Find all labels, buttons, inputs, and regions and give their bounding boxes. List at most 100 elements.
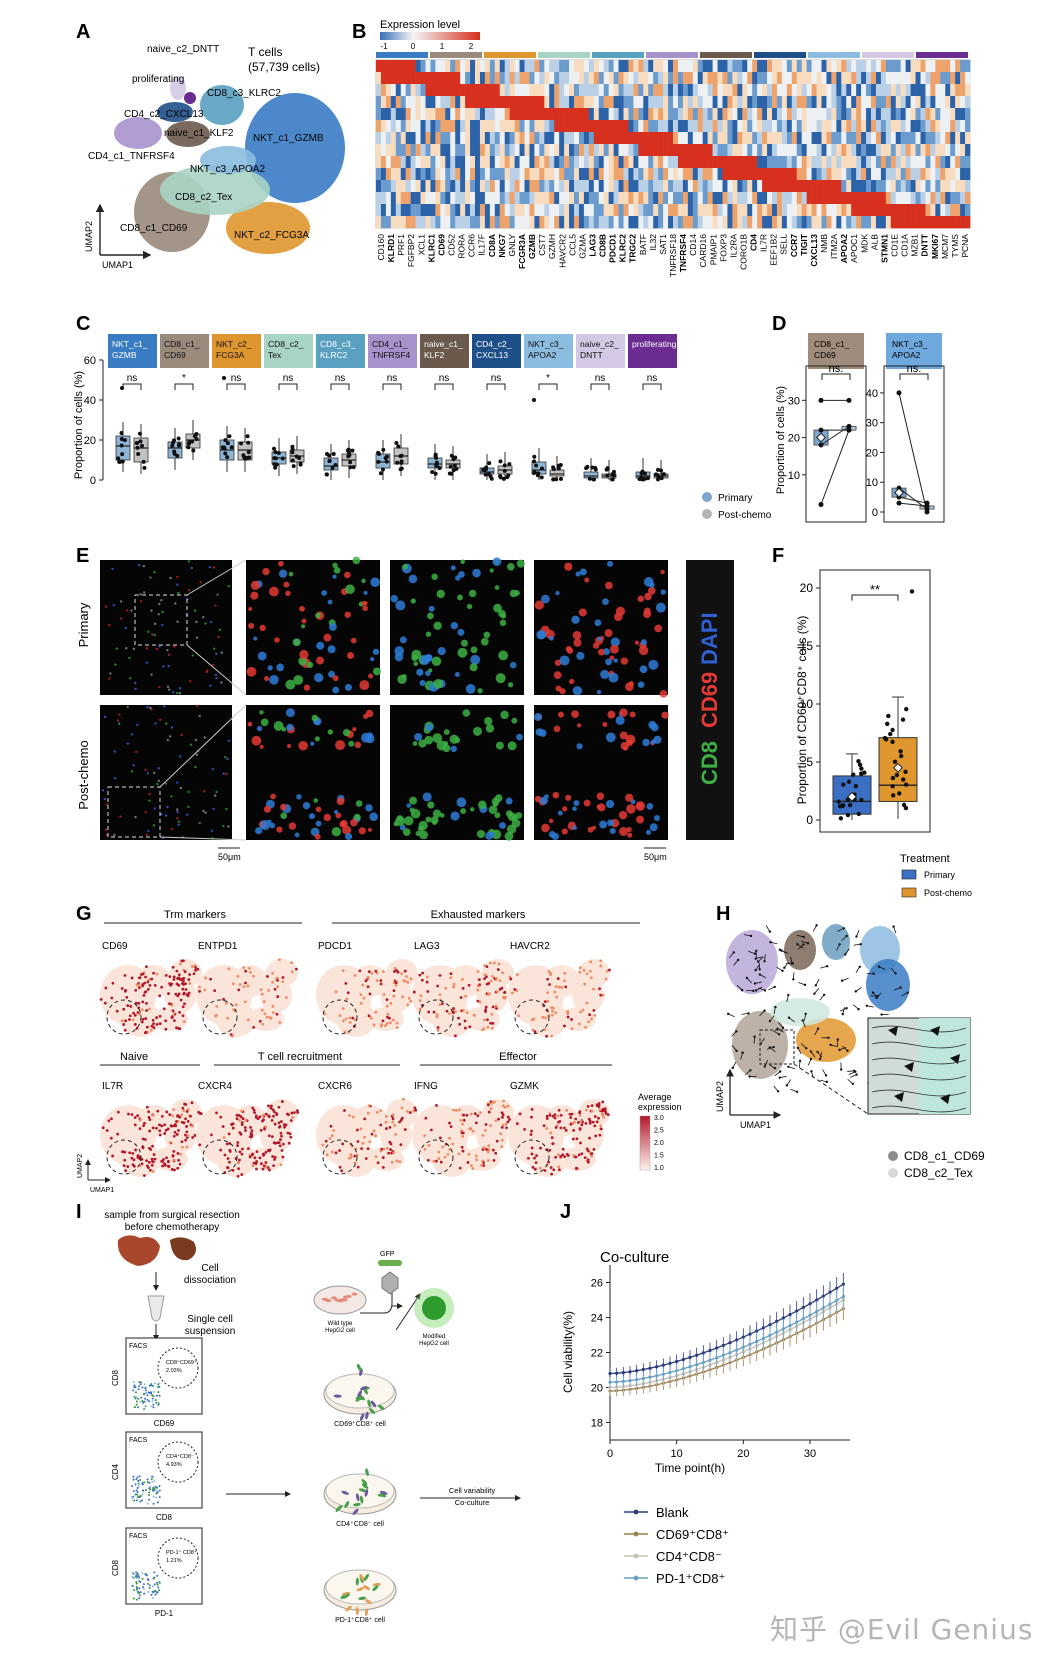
facs-y-label: CD4 bbox=[111, 1463, 120, 1480]
heatmap-cell bbox=[386, 180, 391, 192]
g-group-effector: Effector bbox=[499, 1051, 537, 1063]
i-arrow-l1: Cell variability bbox=[449, 1486, 496, 1495]
cell-signal bbox=[510, 590, 518, 598]
heatmap-cell bbox=[737, 108, 742, 120]
heatmap-cell bbox=[668, 192, 673, 204]
heatmap-cell bbox=[767, 156, 772, 168]
heatmap-cell bbox=[470, 132, 475, 144]
g-expr-dot bbox=[279, 1144, 282, 1147]
cell-signal bbox=[403, 828, 411, 836]
g-expr-dot bbox=[492, 1149, 495, 1152]
cell-signal bbox=[222, 825, 224, 827]
g-expr-dot bbox=[186, 1110, 189, 1113]
heatmap-cell bbox=[465, 216, 470, 228]
heatmap-cell bbox=[688, 168, 693, 180]
heatmap-cell bbox=[787, 216, 792, 228]
heatmap-cell bbox=[539, 180, 544, 192]
virus-icon bbox=[382, 1272, 398, 1294]
cell-signal bbox=[400, 636, 407, 643]
heatmap-cell bbox=[391, 108, 396, 120]
cell-signal bbox=[167, 739, 169, 741]
facs-event bbox=[156, 1582, 158, 1584]
cell-signal bbox=[402, 564, 408, 570]
heatmap-cell bbox=[529, 120, 534, 132]
g-expr-dot bbox=[457, 1153, 460, 1156]
heatmap-cell bbox=[757, 132, 762, 144]
heatmap-cell bbox=[574, 60, 579, 72]
g-expr-dot bbox=[495, 1007, 498, 1010]
heatmap-cell bbox=[752, 60, 757, 72]
heatmap-cell bbox=[416, 168, 421, 180]
cell-signal bbox=[409, 797, 417, 805]
heatmap-cell bbox=[802, 180, 807, 192]
g-expr-dot bbox=[143, 1174, 146, 1177]
g-expr-dot bbox=[426, 990, 429, 993]
heatmap-cell bbox=[960, 144, 965, 156]
heatmap-cell bbox=[723, 168, 728, 180]
facs-event bbox=[158, 1589, 160, 1591]
cell-signal bbox=[640, 665, 648, 673]
g-expr-dot bbox=[280, 1132, 283, 1135]
cell-signal bbox=[217, 636, 219, 638]
facs-y-label: CD8 bbox=[111, 1559, 120, 1576]
heatmap-cell bbox=[529, 216, 534, 228]
g-expr-dot bbox=[599, 959, 602, 962]
h-arrow-head bbox=[754, 982, 756, 984]
g-expr-dot bbox=[281, 980, 284, 983]
g-expr-dot bbox=[490, 980, 493, 983]
g-expr-dot bbox=[226, 1166, 229, 1169]
heatmap-cell bbox=[747, 216, 752, 228]
heatmap-cell bbox=[772, 168, 777, 180]
heatmap-cell bbox=[510, 156, 515, 168]
g-expr-dot bbox=[516, 1122, 519, 1125]
cell-signal bbox=[629, 681, 634, 686]
g-expr-dot bbox=[148, 1161, 151, 1164]
heatmap-cell bbox=[841, 120, 846, 132]
g-expr-dot bbox=[363, 1136, 366, 1139]
heatmap-cell bbox=[653, 216, 658, 228]
heatmap-cell bbox=[851, 108, 856, 120]
cell-signal bbox=[199, 715, 201, 717]
heatmap-cell bbox=[619, 216, 624, 228]
heatmap-cell bbox=[416, 204, 421, 216]
g-expr-dot bbox=[293, 1111, 296, 1114]
heatmap-cell bbox=[698, 180, 703, 192]
g-expr-dot bbox=[265, 1113, 268, 1116]
g-expr-dot bbox=[176, 983, 179, 986]
heatmap-cell bbox=[455, 96, 460, 108]
g-expr-dot bbox=[171, 1168, 174, 1171]
heatmap-cell bbox=[732, 144, 737, 156]
g-expr-dot bbox=[419, 999, 422, 1002]
heatmap-cell bbox=[891, 96, 896, 108]
c-point bbox=[381, 448, 385, 452]
g-expr-dot bbox=[281, 1149, 284, 1152]
g-expr-dot bbox=[367, 985, 370, 988]
facs-event bbox=[143, 1393, 145, 1395]
heatmap-cell bbox=[589, 84, 594, 96]
g-expr-dot bbox=[386, 1013, 389, 1016]
heatmap-cell bbox=[579, 132, 584, 144]
g-expr-dot bbox=[187, 994, 190, 997]
facs-event bbox=[140, 1397, 142, 1399]
heatmap-cell bbox=[376, 168, 381, 180]
cell-signal bbox=[316, 657, 324, 665]
facs-gate-label: CD4⁺CD8⁻ bbox=[166, 1453, 194, 1460]
heatmap-cell bbox=[510, 180, 515, 192]
cell-signal bbox=[642, 739, 649, 746]
c-point bbox=[299, 461, 303, 465]
cell-signal bbox=[460, 808, 466, 814]
facs-event bbox=[151, 1478, 153, 1480]
heatmap-cell bbox=[525, 168, 530, 180]
heatmap-cell bbox=[450, 120, 455, 132]
heatmap-cell bbox=[515, 204, 520, 216]
g-expr-dot bbox=[241, 1148, 244, 1151]
heatmap-cell bbox=[916, 96, 921, 108]
heatmap-cell bbox=[916, 144, 921, 156]
g-expr-dot bbox=[475, 1158, 478, 1161]
g-expr-dot bbox=[464, 995, 467, 998]
g-expr-dot bbox=[147, 988, 150, 991]
cell-signal bbox=[423, 792, 432, 801]
heatmap-cell bbox=[901, 120, 906, 132]
cell-signal bbox=[573, 631, 582, 640]
heatmap-cell bbox=[554, 72, 559, 84]
